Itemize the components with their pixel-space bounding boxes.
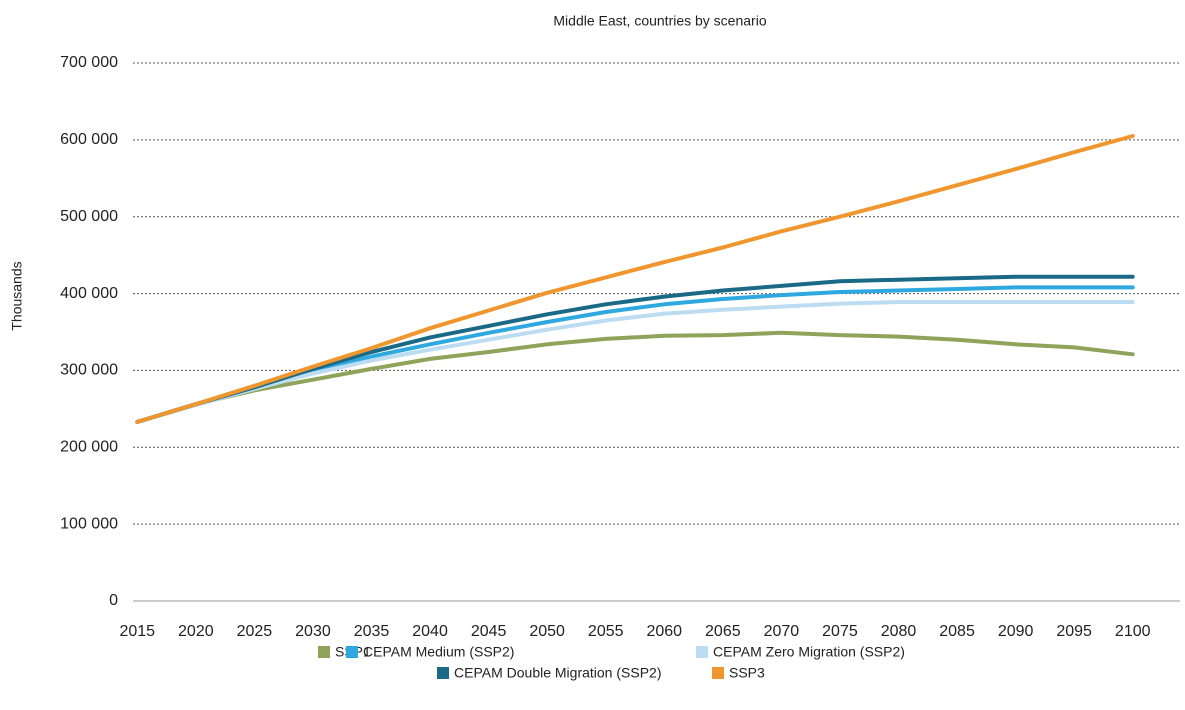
x-tick-label: 2045 xyxy=(471,623,507,640)
x-tick-label: 2090 xyxy=(998,623,1034,640)
x-tick-label: 2040 xyxy=(412,623,448,640)
x-tick-label: 2055 xyxy=(588,623,624,640)
x-tick-label: 2060 xyxy=(646,623,682,640)
x-tick-label: 2070 xyxy=(764,623,800,640)
y-axis-label: Thousands xyxy=(9,261,25,330)
x-tick-label: 2100 xyxy=(1115,623,1151,640)
legend-label: CEPAM Zero Migration (SSP2) xyxy=(713,644,905,660)
x-tick-label: 2020 xyxy=(178,623,214,640)
x-tick-label: 2030 xyxy=(295,623,331,640)
series-line xyxy=(135,274,1135,424)
legend-label: CEPAM Double Migration (SSP2) xyxy=(454,665,661,681)
x-tick-label: 2050 xyxy=(529,623,565,640)
series-line xyxy=(135,285,1135,424)
chart-title: Middle East, countries by scenario xyxy=(553,13,766,29)
series-line xyxy=(135,134,1135,424)
legend-swatch xyxy=(696,646,708,658)
legend-swatch xyxy=(437,667,449,679)
y-tick-label: 400 000 xyxy=(60,285,118,302)
y-tick-label: 0 xyxy=(109,592,118,609)
x-tick-label: 2080 xyxy=(881,623,917,640)
x-tick-label: 2025 xyxy=(237,623,273,640)
x-tick-label: 2015 xyxy=(119,623,155,640)
legend-swatch xyxy=(712,667,724,679)
y-tick-label: 200 000 xyxy=(60,439,118,456)
series-line xyxy=(135,300,1135,424)
y-tick-label: 100 000 xyxy=(60,515,118,532)
y-tick-label: 500 000 xyxy=(60,208,118,225)
y-tick-label: 600 000 xyxy=(60,131,118,148)
legend-label: SSP3 xyxy=(729,665,765,681)
series-line xyxy=(135,330,1135,424)
x-tick-label: 2085 xyxy=(939,623,975,640)
x-tick-label: 2095 xyxy=(1056,623,1092,640)
y-tick-label: 300 000 xyxy=(60,362,118,379)
legend-swatch xyxy=(318,646,330,658)
x-tick-label: 2075 xyxy=(822,623,858,640)
legend-label: CEPAM Medium (SSP2) xyxy=(363,644,514,660)
legend-swatch xyxy=(346,646,358,658)
x-tick-label: 2065 xyxy=(705,623,741,640)
x-tick-label: 2035 xyxy=(354,623,390,640)
y-tick-label: 700 000 xyxy=(60,54,118,71)
